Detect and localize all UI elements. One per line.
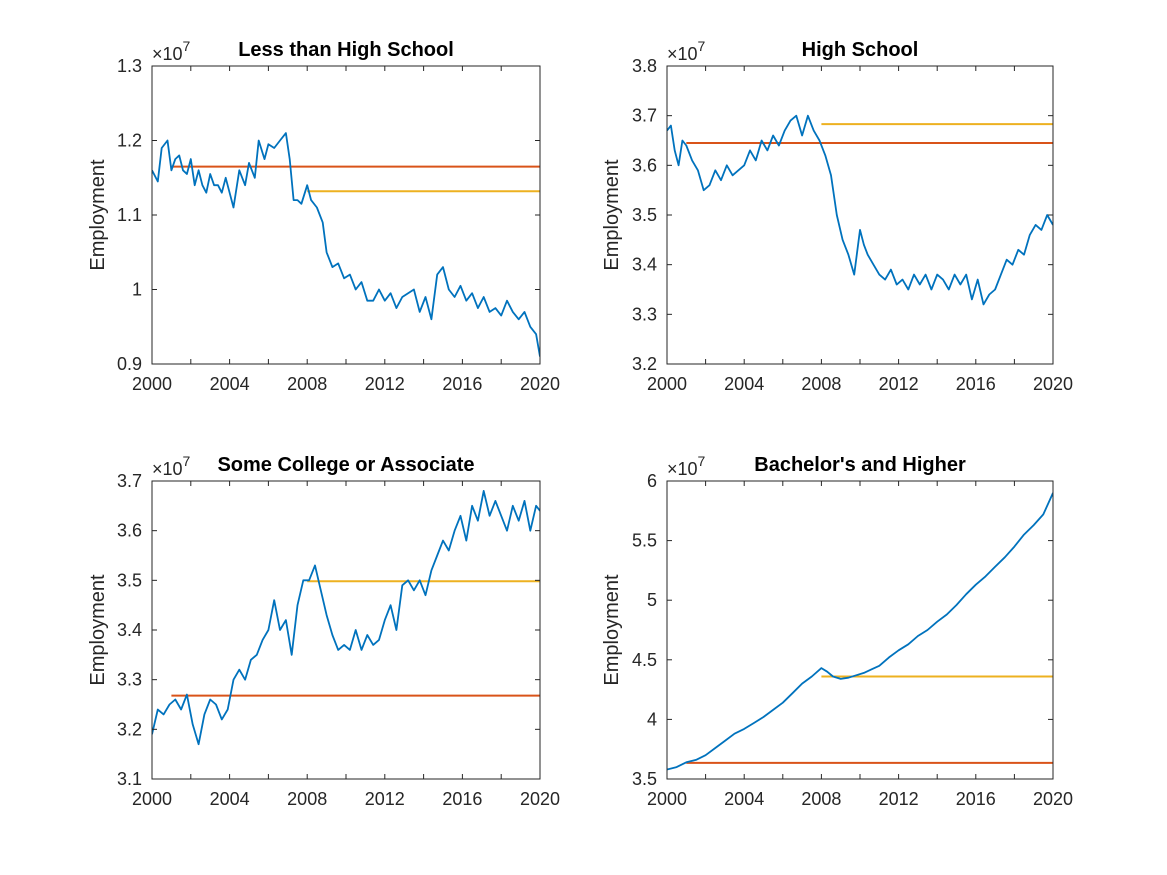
x-tick-label: 2000 [132,789,172,809]
x-tick-label: 2020 [520,374,560,394]
y-tick-label: 4 [647,709,657,729]
y-tick-label: 3.7 [117,471,142,491]
plot-area [667,66,1053,364]
y-exponent-label: ×107 [152,38,191,64]
y-tick-label: 4.5 [632,650,657,670]
x-tick-label: 2016 [956,374,996,394]
x-tick-label: 2016 [442,789,482,809]
y-tick-label: 3.8 [632,56,657,76]
plot-area [152,481,540,779]
x-tick-label: 2012 [879,374,919,394]
x-tick-label: 2004 [724,789,764,809]
y-tick-label: 5.5 [632,531,657,551]
y-exponent-label: ×107 [667,453,706,479]
panel-title: Some College or Associate [217,454,474,476]
x-tick-label: 2020 [1033,789,1073,809]
panel-high-school: Employment 2000 2004 2008 2012 2016 2020 3.2 3.… [601,38,1073,394]
panel-title: High School [802,39,919,61]
plot-area [152,66,540,364]
data-series-line [667,114,1053,306]
x-tick-label: 2012 [365,374,405,394]
x-tick-label: 2020 [1033,374,1073,394]
data-series-line [667,492,1053,771]
x-tick-label: 2012 [365,789,405,809]
x-tick-label: 2012 [879,789,919,809]
y-exponent-label: ×107 [152,453,191,479]
y-exponent-superscript: 7 [698,453,706,469]
data-series-line [152,132,540,357]
y-tick-label: 3.2 [632,354,657,374]
panel-title: Bachelor's and Higher [754,454,966,476]
y-tick-label: 3.6 [632,155,657,175]
y-tick-label: 5 [647,590,657,610]
y-tick-label: 1.3 [117,56,142,76]
x-tick-label: 2000 [647,789,687,809]
y-tick-label: 3.3 [632,304,657,324]
panel-less-than-high-school: Employment 2000 2004 2008 2012 2016 2020 0.9 1 1… [87,38,560,394]
y-axis-label: Employment [87,574,109,686]
y-tick-label: 3.5 [632,769,657,789]
y-exponent-superscript: 7 [698,38,706,54]
y-tick-label: 3.2 [117,719,142,739]
y-tick-label: 3.3 [117,670,142,690]
x-tick-label: 2004 [210,789,250,809]
y-exponent-superscript: 7 [183,38,191,54]
x-tick-label: 2008 [801,374,841,394]
y-tick-label: 3.7 [632,106,657,126]
x-tick-label: 2008 [801,789,841,809]
x-tick-label: 2020 [520,789,560,809]
x-tick-label: 2000 [132,374,172,394]
y-tick-label: 3.1 [117,769,142,789]
y-tick-label: 3.5 [632,205,657,225]
x-tick-label: 2004 [724,374,764,394]
y-tick-label: 3.5 [117,570,142,590]
y-exponent-superscript: 7 [183,453,191,469]
y-exponent-label: ×107 [667,38,706,64]
panel-title: Less than High School [238,39,454,61]
y-tick-label: 6 [647,471,657,491]
y-axis-label: Employment [601,574,623,686]
x-tick-label: 2008 [287,789,327,809]
x-tick-label: 2016 [956,789,996,809]
y-tick-label: 3.6 [117,521,142,541]
y-tick-label: 1.2 [117,131,142,151]
y-tick-label: 1 [132,280,142,300]
y-tick-label: 3.4 [117,620,142,640]
panel-some-college-or-associate: Employment 2000 2004 2008 2012 2016 2020 3.1 3.… [87,453,560,809]
y-tick-label: 0.9 [117,354,142,374]
x-tick-label: 2000 [647,374,687,394]
panel-bachelors-and-higher: Employment 2000 2004 2008 2012 2016 2020 3.5 4 4… [601,453,1073,809]
plot-area [667,481,1053,779]
x-tick-label: 2008 [287,374,327,394]
x-tick-label: 2004 [210,374,250,394]
x-tick-label: 2016 [442,374,482,394]
y-tick-label: 3.4 [632,255,657,275]
y-axis-label: Employment [601,159,623,271]
y-tick-label: 1.1 [117,205,142,225]
y-axis-label: Employment [87,159,109,271]
data-series-line [152,489,540,746]
